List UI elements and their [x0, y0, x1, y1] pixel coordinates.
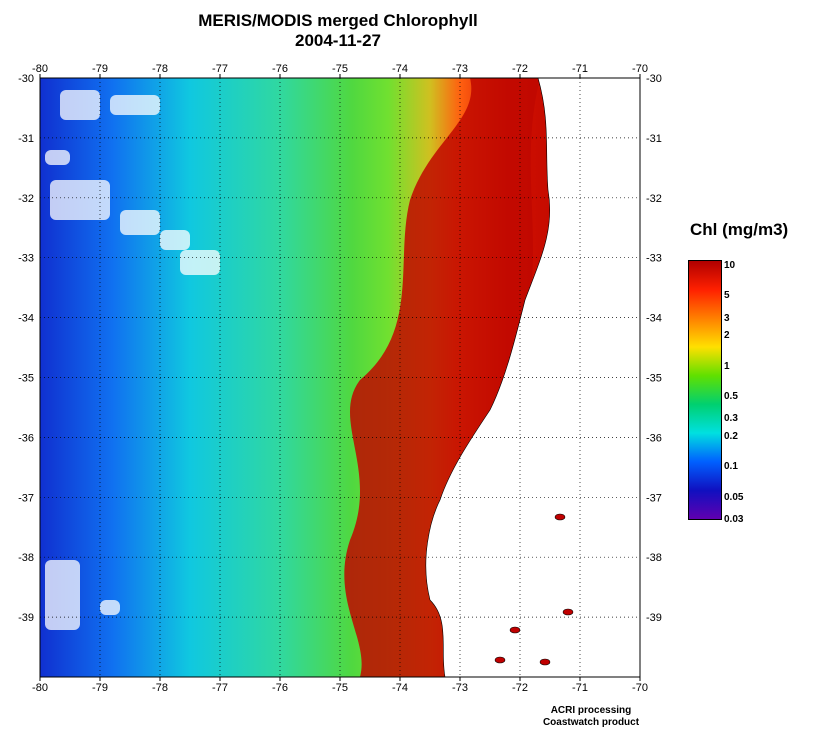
- lon-tick-label-bottom: -76: [272, 682, 288, 694]
- lat-tick-label-left: -31: [18, 133, 34, 145]
- credits: ACRI processing Coastwatch product: [536, 705, 646, 729]
- lat-tick-label-left: -37: [18, 492, 34, 504]
- lon-tick-label-bottom: -77: [212, 682, 228, 694]
- lat-tick-label-right: -37: [646, 492, 662, 504]
- lon-tick-label-bottom: -72: [512, 682, 528, 694]
- axis-ticks: -80 -80 -79 -79 -78 -78 -77 -77 -76 -76 -75 -75 -74 -…: [18, 63, 662, 694]
- lat-tick-label-right: -39: [646, 612, 662, 624]
- map-date: 2004-11-27: [294, 31, 382, 50]
- lat-tick-label-left: -30: [18, 73, 34, 85]
- island: [562, 608, 574, 616]
- lat-tick-label-left: -36: [18, 432, 34, 444]
- lat-tick-label-left: -34: [18, 313, 34, 325]
- lon-tick-label-bottom: -70: [632, 682, 648, 694]
- lat-tick-label-right: -34: [646, 313, 662, 325]
- graticule: [40, 78, 640, 677]
- lon-tick-label-top: -70: [632, 63, 648, 75]
- colorbar-label: 0.1: [724, 461, 738, 473]
- lon-tick-label-top: -72: [512, 63, 528, 75]
- island: [494, 656, 506, 664]
- lon-tick-label-top: -73: [452, 63, 468, 75]
- no-data-patch: [50, 180, 110, 220]
- no-data-patch: [160, 230, 190, 250]
- map-title: MERIS/MODIS merged Chlorophyll: [198, 11, 478, 30]
- no-data-patch: [60, 90, 100, 120]
- lon-tick-label-top: -75: [332, 63, 348, 75]
- colorbar-label: 1: [724, 360, 730, 372]
- colorbar-label: 0.03: [724, 514, 744, 525]
- lat-tick-label-right: -35: [646, 373, 662, 385]
- lon-tick-label-bottom: -71: [572, 682, 588, 694]
- lon-tick-label-top: -71: [572, 63, 588, 75]
- lon-tick-label-bottom: -80: [32, 682, 48, 694]
- lon-tick-label-bottom: -79: [92, 682, 108, 694]
- no-data-patch: [110, 95, 160, 115]
- colorbar-label: 0.2: [724, 431, 738, 443]
- lat-tick-label-left: -33: [18, 253, 34, 265]
- colorbar-label: 10: [724, 260, 736, 271]
- no-data-patch: [100, 600, 120, 615]
- lon-tick-label-bottom: -78: [152, 682, 168, 694]
- lat-tick-label-right: -31: [646, 133, 662, 145]
- colorbar: [688, 260, 722, 520]
- lat-tick-label-left: -38: [18, 552, 34, 564]
- lon-tick-label-top: -74: [392, 63, 408, 75]
- lat-tick-label-right: -33: [646, 253, 662, 265]
- no-data-patch: [45, 560, 80, 630]
- colorbar-label: 3: [724, 312, 730, 324]
- no-data-patch: [120, 210, 160, 235]
- lon-tick-label-top: -77: [212, 63, 228, 75]
- colorbar-label: 2: [724, 330, 730, 342]
- island: [539, 658, 551, 666]
- coastal-bloom: [344, 78, 540, 677]
- colorbar-label: 0.05: [724, 491, 744, 503]
- lon-tick-label-bottom: -75: [332, 682, 348, 694]
- colorbar-label: 0.5: [724, 390, 738, 402]
- no-data-patch: [45, 150, 70, 165]
- lat-tick-label-right: -38: [646, 552, 662, 564]
- lon-tick-label-top: -76: [272, 63, 288, 75]
- lat-tick-label-left: -32: [18, 193, 34, 205]
- credit-product: Coastwatch product: [542, 717, 640, 728]
- credit-processing: ACRI processing: [550, 705, 632, 716]
- island: [554, 513, 566, 521]
- lat-tick-label-right: -32: [646, 193, 662, 205]
- lat-tick-label-right: -36: [646, 432, 662, 444]
- no-data-patch: [180, 250, 220, 275]
- lon-tick-label-top: -80: [32, 63, 48, 75]
- colorbar-label: 0.3: [724, 413, 738, 425]
- colorbar-label: 5: [724, 290, 730, 302]
- lon-tick-label-top: -78: [152, 63, 168, 75]
- lat-tick-label-left: -39: [18, 612, 34, 624]
- lon-tick-label-bottom: -73: [452, 682, 468, 694]
- colorbar-title: Chl (mg/m3): [690, 220, 789, 239]
- island: [509, 626, 521, 634]
- lat-tick-label-left: -35: [18, 373, 34, 385]
- lon-tick-label-bottom: -74: [392, 682, 408, 694]
- lon-tick-label-top: -79: [92, 63, 108, 75]
- lat-tick-label-right: -30: [646, 73, 662, 85]
